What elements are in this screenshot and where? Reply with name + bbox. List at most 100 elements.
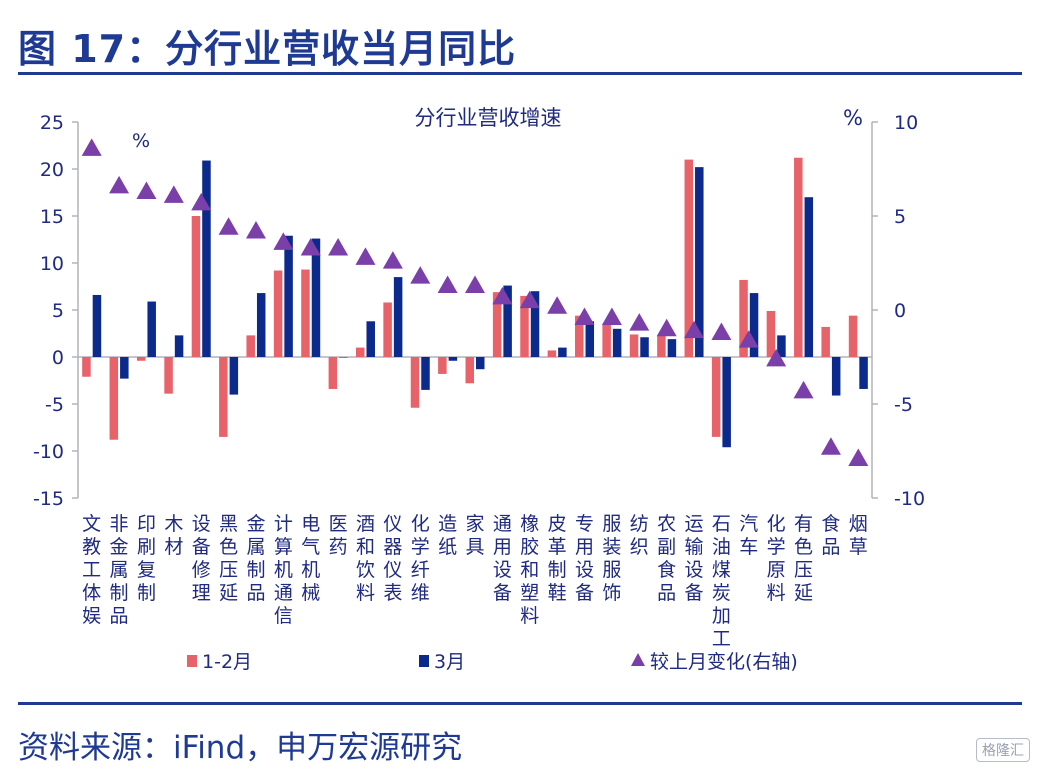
change-marker-10 [355,247,376,265]
left-tick-label: 5 [52,300,64,322]
category-label-16: 橡胶和塑料 [520,513,539,627]
change-marker-21 [656,318,677,337]
left-tick-label: 10 [40,253,64,275]
bar-mar-8 [311,238,321,357]
legend-swatch-jan-feb [187,655,197,667]
bar-jan-feb-17 [547,350,557,357]
bar-jan-feb-19 [602,324,611,357]
category-label-22: 运输设备 [685,513,704,604]
bar-jan-feb-6 [246,335,255,357]
title-rule [18,72,1022,75]
category-label-2: 印刷复制 [137,513,156,604]
right-tick-label: 0 [894,300,906,322]
bar-mar-24 [749,293,759,357]
change-marker-16 [519,290,540,309]
bar-mar-18 [585,321,595,357]
bar-mar-4 [202,160,211,357]
left-tick-label: -10 [33,441,64,463]
change-marker-18 [574,307,595,326]
category-label-10: 酒和饮料 [356,513,375,604]
category-label-7: 计算机通信 [274,513,293,627]
bar-mar-2 [147,301,156,357]
bar-mar-1 [120,357,129,379]
change-marker-20 [629,313,650,331]
change-marker-28 [848,448,869,467]
bar-jan-feb-0 [82,357,91,377]
bar-jan-feb-11 [383,302,392,357]
bar-jan-feb-13 [438,357,447,374]
bar-jan-feb-21 [657,335,666,357]
bar-mar-23 [722,357,731,448]
bar-mar-12 [421,357,430,390]
category-label-17: 皮革制鞋 [548,513,567,604]
bar-mar-9 [339,357,348,358]
category-label-21: 农副食品 [657,513,676,604]
category-label-6: 金属制品 [246,513,265,604]
bar-jan-feb-9 [328,357,338,389]
bar-mar-0 [92,294,102,357]
category-label-12: 化学纤维 [411,513,430,604]
bar-mar-10 [366,321,375,357]
change-marker-8 [300,237,321,256]
chart-title: 分行业营收增速 [415,106,562,130]
right-tick-label: 5 [894,206,906,228]
bar-mar-22 [695,167,704,357]
bar-jan-feb-25 [766,310,776,357]
figure-title: 图 17：分行业营收当月同比 [18,27,517,71]
bar-jan-feb-4 [191,216,201,357]
change-markers-group [81,138,869,467]
legend-label-jan-feb: 1-2月 [202,651,252,673]
bar-jan-feb-8 [301,269,310,357]
change-marker-15 [492,286,513,305]
category-label-18: 专用设备 [575,513,594,604]
bar-jan-feb-10 [355,347,365,357]
bar-jan-feb-14 [465,357,474,384]
category-label-0: 文教工体娱 [82,513,101,627]
left-tick-label: 15 [40,206,64,228]
category-label-4: 设备修理 [192,513,211,604]
axes: -15 -10 -5 0 5 10 15 20 25 -10 -5 0 5 10 [33,112,925,510]
change-marker-13 [437,275,458,294]
category-label-5: 黑色压延 [219,513,238,604]
change-marker-5 [218,217,239,235]
bar-jan-feb-16 [520,295,529,357]
bar-jan-feb-27 [821,326,830,357]
bar-jan-feb-1 [109,357,119,440]
bar-jan-feb-2 [136,357,146,361]
source-rule [18,702,1022,705]
bar-mar-17 [558,347,567,357]
bar-mar-15 [503,285,512,357]
bar-mar-14 [476,357,485,370]
change-marker-3 [163,185,184,203]
change-marker-19 [601,307,622,326]
category-label-19: 服装服饰 [602,513,621,604]
change-marker-0 [81,138,102,156]
bar-jan-feb-24 [739,279,748,357]
change-marker-6 [245,221,266,239]
change-marker-27 [820,437,841,455]
category-label-15: 通用设备 [493,513,512,604]
category-label-28: 烟草 [849,513,868,558]
legend-swatch-change [631,653,645,666]
change-marker-4 [191,192,212,211]
bar-jan-feb-3 [164,357,173,394]
category-label-8: 电气机械 [301,513,320,604]
change-marker-24 [738,330,759,348]
category-label-25: 化学原料 [767,513,786,604]
category-label-9: 医药 [329,513,348,558]
category-labels-group: 文教工体娱非金属制品印刷复制木材设备修理黑色压延金属制品计算机通信电气机械医药酒… [82,513,868,650]
bar-mar-6 [256,293,266,357]
bar-mar-27 [831,357,841,396]
revenue-growth-chart: 分行业营收增速 % % -15-10-50510152025-10-50510 … [33,106,925,673]
bar-jan-feb-23 [711,357,721,437]
left-tick-label: -15 [33,488,64,510]
bar-mar-21 [667,339,677,357]
change-marker-26 [793,380,814,399]
bar-jan-feb-28 [848,315,858,357]
bar-mar-11 [393,277,403,357]
change-marker-7 [273,232,294,250]
bar-mar-19 [612,328,622,357]
change-marker-1 [109,175,130,194]
bar-mar-20 [640,337,649,357]
category-label-26: 有色压延 [794,513,813,604]
